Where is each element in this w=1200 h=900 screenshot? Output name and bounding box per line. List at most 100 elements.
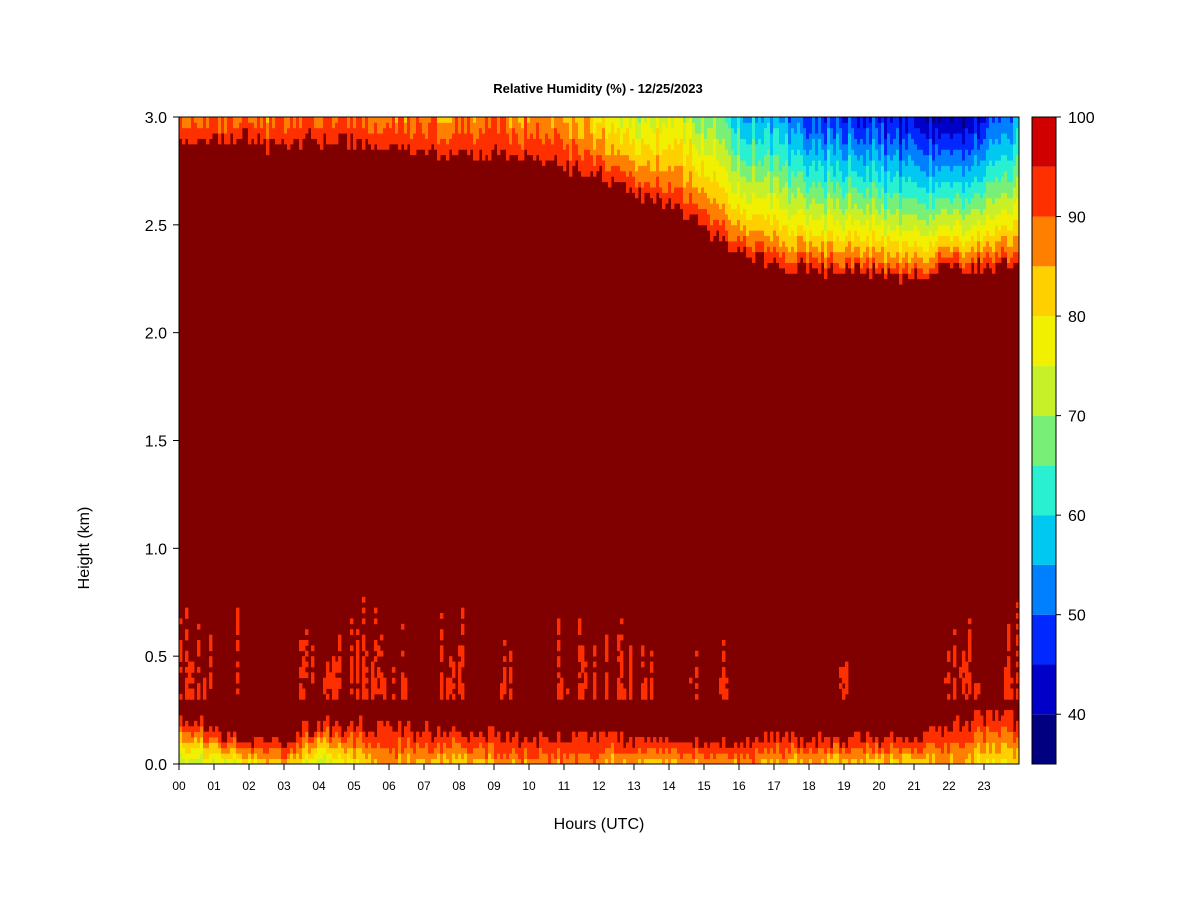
- heatmap-cell: [575, 127, 579, 134]
- heatmap-cell: [302, 117, 306, 123]
- heatmap-cell: [818, 181, 822, 188]
- heatmap-cell: [782, 154, 786, 161]
- heatmap-cell: [437, 117, 441, 123]
- heatmap-cell: [653, 742, 657, 749]
- heatmap-cell: [821, 208, 825, 215]
- heatmap-cell: [914, 235, 918, 242]
- heatmap-cell: [902, 267, 906, 274]
- heatmap-cell: [881, 753, 885, 760]
- heatmap-cell: [617, 683, 621, 689]
- heatmap-cell: [662, 143, 666, 150]
- heatmap-cell: [377, 117, 381, 123]
- heatmap-cell: [737, 187, 741, 193]
- heatmap-cell: [860, 224, 864, 231]
- heatmap-cell: [401, 737, 405, 743]
- heatmap-cell: [608, 753, 612, 760]
- heatmap-cell: [188, 122, 192, 129]
- heatmap-cell: [347, 742, 351, 749]
- heatmap-cell: [407, 758, 411, 765]
- heatmap-cell: [191, 737, 195, 743]
- heatmap-cell: [320, 138, 324, 145]
- heatmap-cell: [905, 246, 909, 253]
- heatmap-cell: [188, 688, 192, 695]
- heatmap-cell: [272, 133, 276, 139]
- heatmap-cell: [914, 176, 918, 183]
- heatmap-cell: [665, 154, 669, 161]
- heatmap-cell: [557, 656, 561, 662]
- heatmap-cell: [632, 160, 636, 166]
- heatmap-cell: [221, 117, 225, 123]
- heatmap-cell: [791, 262, 795, 269]
- heatmap-cell: [827, 747, 831, 754]
- heatmap-cell: [560, 122, 564, 129]
- heatmap-cell: [386, 720, 390, 727]
- heatmap-cell: [710, 197, 714, 204]
- heatmap-cell: [917, 176, 921, 183]
- heatmap-cell: [503, 143, 507, 150]
- heatmap-cell: [302, 742, 306, 749]
- heatmap-cell: [524, 758, 528, 765]
- heatmap-cell: [584, 672, 588, 679]
- heatmap-cell: [587, 138, 591, 145]
- heatmap-cell: [710, 122, 714, 129]
- heatmap-cell: [767, 197, 771, 204]
- heatmap-cell: [200, 742, 204, 749]
- heatmap-cell: [794, 154, 798, 161]
- heatmap-cell: [662, 170, 666, 177]
- heatmap-cell: [473, 758, 477, 765]
- heatmap-cell: [296, 133, 300, 139]
- heatmap-cell: [746, 251, 750, 258]
- heatmap-cell: [818, 187, 822, 193]
- heatmap-cell: [899, 170, 903, 177]
- heatmap-cell: [824, 219, 828, 226]
- heatmap-cell: [878, 208, 882, 215]
- heatmap-cell: [227, 742, 231, 749]
- heatmap-cell: [305, 737, 309, 743]
- heatmap-cell: [797, 127, 801, 134]
- heatmap-cell: [692, 753, 696, 760]
- heatmap-cell: [656, 753, 660, 760]
- heatmap-cell: [503, 666, 507, 673]
- heatmap-cell: [557, 138, 561, 145]
- heatmap-cell: [590, 747, 594, 754]
- heatmap-cell: [581, 133, 585, 139]
- heatmap-cell: [458, 645, 462, 652]
- heatmap-cell: [401, 672, 405, 679]
- heatmap-cell: [248, 742, 252, 749]
- heatmap-cell: [797, 208, 801, 215]
- heatmap-cell: [791, 246, 795, 253]
- heatmap-cell: [683, 133, 687, 139]
- heatmap-cell: [521, 742, 525, 749]
- heatmap-cell: [302, 666, 306, 673]
- heatmap-cell: [566, 747, 570, 754]
- heatmap-cell: [428, 122, 432, 129]
- heatmap-cell: [695, 666, 699, 673]
- heatmap-cell: [410, 758, 414, 765]
- heatmap-cell: [848, 262, 852, 269]
- heatmap-cell: [884, 117, 888, 123]
- heatmap-cell: [743, 747, 747, 754]
- heatmap-cell: [323, 720, 327, 727]
- heatmap-cell: [494, 117, 498, 123]
- heatmap-cell: [443, 149, 447, 156]
- heatmap-cell: [614, 117, 618, 123]
- heatmap-cell: [854, 246, 858, 253]
- heatmap-cell: [638, 176, 642, 183]
- heatmap-cell: [602, 753, 606, 760]
- heatmap-cell: [689, 143, 693, 150]
- heatmap-cell: [914, 143, 918, 150]
- heatmap-cell: [206, 758, 210, 765]
- heatmap-cell: [179, 656, 183, 662]
- heatmap-cell: [803, 219, 807, 226]
- heatmap-cell: [449, 661, 453, 668]
- heatmap-cell: [794, 138, 798, 145]
- heatmap-cell: [737, 747, 741, 754]
- heatmap-cell: [890, 219, 894, 226]
- heatmap-cell: [707, 127, 711, 134]
- heatmap-cell: [209, 639, 213, 646]
- heatmap-cell: [422, 747, 426, 754]
- heatmap-cell: [887, 127, 891, 134]
- heatmap-cell: [860, 187, 864, 193]
- heatmap-cell: [812, 138, 816, 145]
- heatmap-cell: [749, 176, 753, 183]
